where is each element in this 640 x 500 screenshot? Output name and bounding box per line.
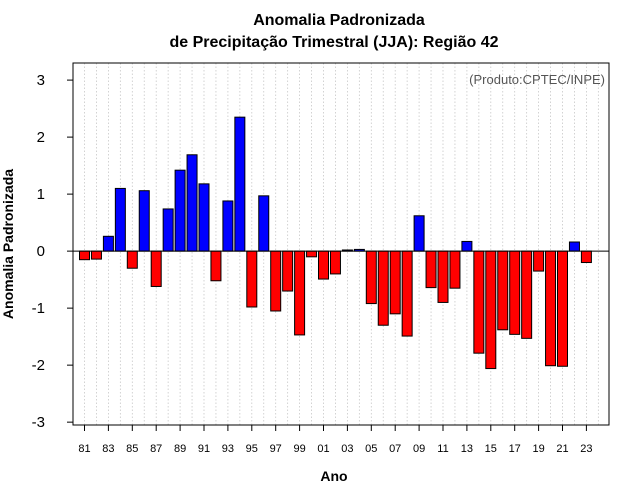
x-tick-label: 01 xyxy=(317,443,329,455)
bar-08 xyxy=(401,250,413,337)
y-tick-label: -3 xyxy=(32,414,45,431)
y-tick-label: 0 xyxy=(37,243,45,260)
bar-88 xyxy=(162,208,174,252)
bar-93 xyxy=(222,200,234,252)
x-tick-label: 97 xyxy=(270,443,282,455)
bar-10 xyxy=(425,250,437,289)
y-axis-label: Anomalia Padronizada xyxy=(0,169,16,319)
x-tick-label: 15 xyxy=(485,443,497,455)
x-tick-label: 81 xyxy=(78,443,90,455)
bar-91 xyxy=(198,183,210,252)
bar-94 xyxy=(234,116,246,252)
bar-92 xyxy=(210,250,222,282)
y-tick-label: -1 xyxy=(32,300,45,317)
x-axis-label: Ano xyxy=(320,468,347,484)
bar-82 xyxy=(90,250,102,260)
bar-12 xyxy=(449,250,461,289)
x-tick-label: 09 xyxy=(413,443,425,455)
bar-02 xyxy=(329,250,341,275)
bar-20 xyxy=(545,250,557,367)
bar-83 xyxy=(102,235,114,252)
x-tick-label: 83 xyxy=(102,443,114,455)
x-tick-label: 89 xyxy=(174,443,186,455)
bar-23 xyxy=(580,250,592,264)
bar-87 xyxy=(150,250,162,287)
plot-frame xyxy=(72,62,610,426)
x-tick-label: 85 xyxy=(126,443,138,455)
y-tick-label: 2 xyxy=(37,129,45,146)
chart-title: Anomalia Padronizada xyxy=(253,12,425,29)
x-tick-label: 91 xyxy=(198,443,210,455)
x-tick-label: 11 xyxy=(437,443,448,455)
bar-81 xyxy=(79,250,90,261)
bar-95 xyxy=(246,250,258,308)
y-tick-label: 1 xyxy=(37,186,45,203)
bar-09 xyxy=(413,215,425,252)
bar-06 xyxy=(377,250,389,326)
bar-98 xyxy=(282,250,294,292)
x-tick-label: 95 xyxy=(246,443,258,455)
bar-86 xyxy=(138,190,150,252)
x-tick-label: 21 xyxy=(556,443,568,455)
x-tick-label: 13 xyxy=(461,443,473,455)
bar-96 xyxy=(258,195,270,252)
x-tick-label: 19 xyxy=(532,443,544,455)
x-tick-label: 93 xyxy=(222,443,234,455)
bar-13 xyxy=(461,240,473,252)
bar-17 xyxy=(509,250,521,335)
bar-11 xyxy=(437,250,449,303)
y-axis: -3 -2 -1 0 1 2 3 xyxy=(32,72,73,431)
credit-annotation: (Produto:CPTEC/INPE) xyxy=(469,72,605,87)
gridlines xyxy=(84,63,599,425)
x-tick-label: 99 xyxy=(293,443,305,455)
bar-90 xyxy=(186,154,198,252)
bars xyxy=(79,116,592,370)
bar-85 xyxy=(126,250,138,269)
bar-00 xyxy=(306,250,318,258)
bar-21 xyxy=(557,250,568,367)
bar-15 xyxy=(485,250,497,370)
bar-84 xyxy=(114,187,126,252)
x-tick-label: 17 xyxy=(509,443,521,455)
y-tick-label: -2 xyxy=(32,357,45,374)
bar-01 xyxy=(318,250,329,280)
bar-22 xyxy=(568,241,580,252)
chart-subtitle: de Precipitação Trimestral (JJA): Região… xyxy=(169,34,498,51)
y-tick-label: 3 xyxy=(37,72,45,89)
x-tick-label: 23 xyxy=(580,443,592,455)
x-tick-label: 05 xyxy=(365,443,377,455)
bar-89 xyxy=(174,169,186,252)
bar-19 xyxy=(533,250,545,272)
x-tick-label: 07 xyxy=(389,443,401,455)
bar-99 xyxy=(294,250,306,336)
x-tick-label: 87 xyxy=(150,443,162,455)
bar-97 xyxy=(270,250,282,312)
x-axis: 81 83 85 87 89 91 93 95 97 99 01 03 05 07 09 11 13 15 17 19… xyxy=(78,425,593,455)
bar-07 xyxy=(389,250,401,315)
bar-18 xyxy=(521,250,533,339)
x-tick-label: 03 xyxy=(341,443,353,455)
bar-05 xyxy=(365,250,377,305)
bar-14 xyxy=(473,250,485,354)
bar-16 xyxy=(497,250,509,331)
